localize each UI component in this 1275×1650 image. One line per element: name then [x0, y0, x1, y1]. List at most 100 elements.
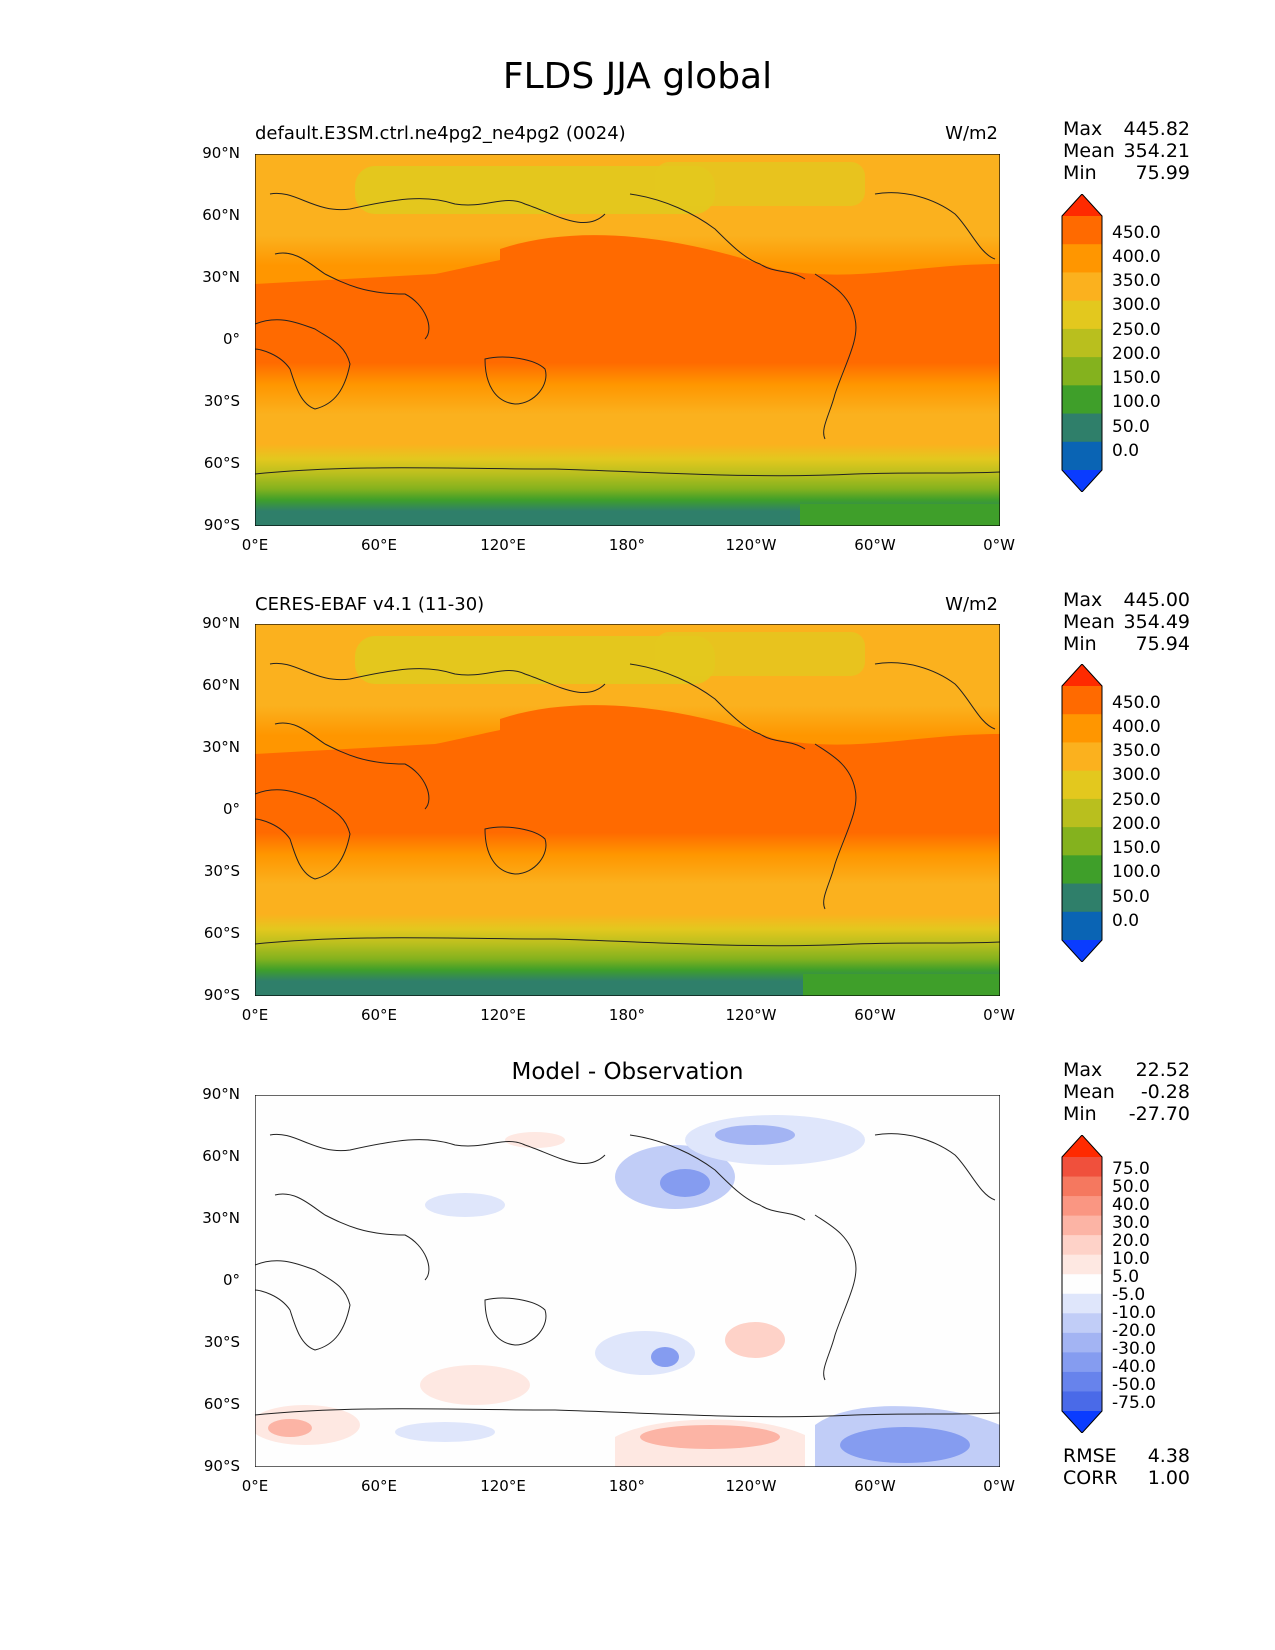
- p3-colorbar-label: -40.0: [1112, 1357, 1156, 1377]
- p2-colorbar-label: 200.0: [1112, 814, 1161, 834]
- p3-lat-tick: 0°: [222, 1271, 240, 1289]
- colorbar-band: [1062, 1157, 1102, 1178]
- p2-lon-tick: 0°W: [983, 1006, 1015, 1024]
- p1-colorbar-label: 0.0: [1112, 441, 1140, 461]
- p1-stat-value: 354.21: [1123, 140, 1190, 162]
- p1-stat-label: Min: [1063, 162, 1097, 184]
- panel-2-units: W/m2: [945, 594, 998, 615]
- p2-lon-tick: 120°W: [725, 1006, 777, 1024]
- p2-colorbar-label: 350.0: [1112, 741, 1161, 761]
- p3-stat-value: 22.52: [1135, 1059, 1190, 1081]
- p3-lat-tick: 60°S: [203, 1395, 240, 1413]
- colorbar-extend-min: [1062, 470, 1102, 492]
- p1-colorbar-label: 250.0: [1112, 320, 1161, 340]
- p1-lon-tick: 60°W: [854, 536, 896, 554]
- p3-lat-tick: 90°S: [203, 1457, 240, 1475]
- p3-footer-value: 4.38: [1147, 1445, 1190, 1467]
- p1-stat-label: Mean: [1063, 140, 1115, 162]
- p3-lon-tick: 120°E: [480, 1477, 526, 1495]
- p3-colorbar-label: 5.0: [1112, 1267, 1140, 1287]
- p3-colorbar-label: 50.0: [1112, 1177, 1150, 1197]
- p3-colorbar-label: -5.0: [1112, 1285, 1146, 1305]
- colorbar-band: [1062, 441, 1102, 471]
- p1-lat-tick: 30°S: [203, 392, 240, 410]
- p2-stat-value: 75.94: [1135, 633, 1190, 655]
- p1-lon-tick: 0°W: [983, 536, 1015, 554]
- p3-colorbar-label: 75.0: [1112, 1159, 1150, 1179]
- p3-colorbar-label: -20.0: [1112, 1321, 1156, 1341]
- p2-stat-label: Mean: [1063, 611, 1115, 633]
- p2-lon-tick: 0°E: [241, 1006, 269, 1024]
- p2-lon-tick: 120°E: [480, 1006, 526, 1024]
- colorbar-band: [1062, 1332, 1102, 1353]
- p2-lat-tick: 30°N: [202, 738, 240, 756]
- p1-stat-value: 445.82: [1123, 118, 1190, 140]
- p3-lat-tick: 60°N: [202, 1147, 240, 1165]
- p3-colorbar-label: 20.0: [1112, 1231, 1150, 1251]
- p2-lat-tick: 60°S: [203, 924, 240, 942]
- p2-lat-tick: 0°: [222, 800, 240, 818]
- p1-lon-tick: 120°W: [725, 536, 777, 554]
- p2-colorbar-label: 100.0: [1112, 862, 1161, 882]
- colorbar-band: [1062, 1254, 1102, 1275]
- p2-stat-value: 354.49: [1123, 611, 1190, 633]
- p2-lat-tick: 90°N: [202, 614, 240, 632]
- colorbar-band: [1062, 244, 1102, 273]
- p3-stat-value: -27.70: [1128, 1103, 1190, 1125]
- panel-2-map: [255, 624, 1000, 996]
- colorbar-band: [1062, 413, 1102, 443]
- colorbar-band: [1062, 300, 1102, 330]
- p3-colorbar-label: -50.0: [1112, 1375, 1156, 1395]
- p2-lat-tick: 60°N: [202, 676, 240, 694]
- p1-lat-tick: 0°: [222, 330, 240, 348]
- panel-1-left-title: default.E3SM.ctrl.ne4pg2_ne4pg2 (0024): [255, 123, 626, 144]
- panel-3-title: Model - Observation: [511, 1059, 744, 1085]
- p3-colorbar-label: -75.0: [1112, 1393, 1156, 1413]
- colorbar-band: [1062, 1235, 1102, 1256]
- colorbar-band: [1062, 357, 1102, 386]
- colorbar-band: [1062, 272, 1102, 302]
- p1-lon-tick: 0°E: [241, 536, 269, 554]
- colorbar-band: [1062, 385, 1102, 415]
- p2-stat-value: 445.00: [1123, 589, 1190, 611]
- p3-colorbar-label: 10.0: [1112, 1249, 1150, 1269]
- p2-lon-tick: 60°E: [360, 1006, 398, 1024]
- colorbar-band: [1062, 855, 1102, 885]
- p2-colorbar-label: 150.0: [1112, 838, 1161, 858]
- p1-colorbar-label: 450.0: [1112, 223, 1161, 243]
- p3-colorbar-label: 40.0: [1112, 1195, 1150, 1215]
- p3-lon-tick: 60°W: [854, 1477, 896, 1495]
- p2-lon-tick: 60°W: [854, 1006, 896, 1024]
- p1-colorbar-label: 400.0: [1112, 247, 1161, 267]
- panel-3-colorbar: [1061, 1135, 1103, 1433]
- p3-stat-label: Max: [1063, 1059, 1103, 1081]
- colorbar-band: [1062, 1215, 1102, 1236]
- p3-lat-tick: 90°N: [202, 1085, 240, 1103]
- colorbar-band: [1062, 742, 1102, 772]
- p2-stat-label: Min: [1063, 633, 1097, 655]
- colorbar-band: [1062, 1176, 1102, 1197]
- p1-lat-tick: 60°S: [203, 454, 240, 472]
- colorbar-band: [1062, 827, 1102, 856]
- colorbar-band: [1062, 714, 1102, 743]
- p3-footer-label: CORR: [1063, 1467, 1118, 1489]
- p1-lon-tick: 60°E: [360, 536, 398, 554]
- colorbar-band: [1062, 1371, 1102, 1392]
- p3-lat-tick: 30°N: [202, 1209, 240, 1227]
- panel-2-left-title: CERES-EBAF v4.1 (11-30): [255, 594, 485, 615]
- colorbar-extend-max: [1062, 664, 1102, 686]
- p3-colorbar-label: -30.0: [1112, 1339, 1156, 1359]
- p1-colorbar-label: 200.0: [1112, 344, 1161, 364]
- p3-stat-value: -0.28: [1140, 1081, 1190, 1103]
- colorbar-band: [1062, 328, 1102, 358]
- colorbar-outline: [1061, 194, 1103, 492]
- colorbar-extend-max: [1062, 194, 1102, 216]
- colorbar-band: [1062, 1313, 1102, 1334]
- p2-lat-tick: 30°S: [203, 862, 240, 880]
- p1-lon-tick: 120°E: [480, 536, 526, 554]
- panel-2-colorbar: [1061, 664, 1103, 962]
- p1-colorbar-label: 150.0: [1112, 368, 1161, 388]
- colorbar-band: [1062, 216, 1102, 245]
- p1-colorbar-label: 100.0: [1112, 392, 1161, 412]
- colorbar-band: [1062, 1293, 1102, 1314]
